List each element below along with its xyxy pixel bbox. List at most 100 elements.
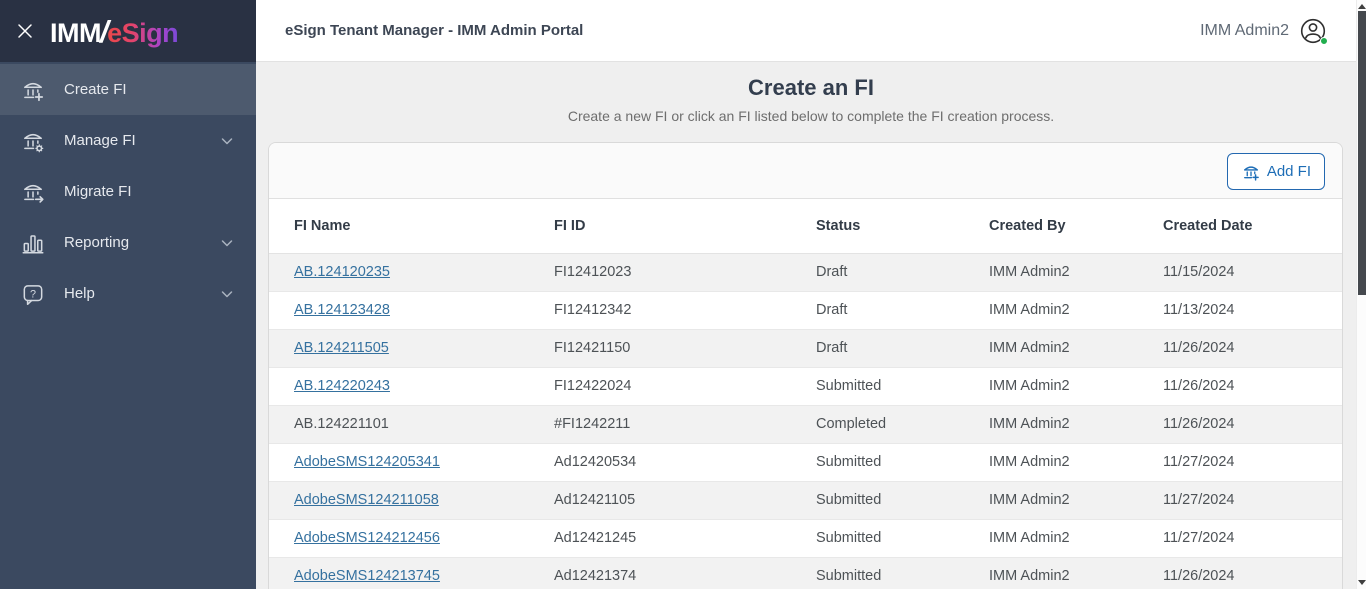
fi-name-link[interactable]: AdobeSMS124212456 [294,530,440,546]
fi-name-link[interactable]: AdobeSMS124211058 [294,492,439,508]
table-cell: Submitted [816,519,989,558]
fi-name-link[interactable]: AdobeSMS124205341 [294,454,440,470]
sidebar-item-label: Migrate FI [64,183,132,200]
help-bubble-icon: ? [20,281,46,307]
sidebar-item-help[interactable]: ? Help [0,268,256,319]
fi-name-link[interactable]: AB.124220243 [294,378,390,394]
brand-logo-imm: IMM [50,17,101,48]
brand-logo-esign: eSign [107,17,179,48]
created-date: 11/27/2024 [1163,530,1235,546]
user-name: IMM Admin2 [1200,21,1289,39]
online-status-dot [1320,36,1328,45]
table-cell: IMM Admin2 [989,405,1163,444]
table-cell: IMM Admin2 [989,443,1163,482]
sidebar-item-manage-fi[interactable]: Manage FI [0,115,256,166]
add-fi-button-label: Add FI [1266,163,1311,180]
svg-text:?: ? [30,288,36,300]
status: Submitted [816,530,882,546]
sidebar-item-create-fi[interactable]: Create FI [0,64,256,115]
table-cell: 11/26/2024 [1163,405,1342,444]
table-cell: Ad12421374 [554,557,816,589]
bar-chart-icon [20,230,46,256]
created-date: 11/26/2024 [1163,340,1235,356]
avatar[interactable] [1298,16,1328,46]
table-cell: IMM Admin2 [989,519,1163,558]
table-cell: 11/26/2024 [1163,367,1342,406]
card-toolbar: Add FI [269,143,1342,199]
column-header-status: Status [816,199,989,254]
table-cell: Ad12420534 [554,443,816,482]
top-header: eSign Tenant Manager - IMM Admin Portal … [256,0,1366,62]
table-row: AdobeSMS124213745 Ad12421374 Submitted IMM … [269,557,1342,589]
created-by: IMM Admin2 [989,454,1070,470]
created-date: 11/13/2024 [1163,302,1235,318]
table-cell: FI12412342 [554,291,816,330]
table-cell: IMM Admin2 [989,557,1163,589]
fi-id: #FI1242211 [554,416,631,432]
created-by: IMM Admin2 [989,416,1070,432]
status: Completed [816,416,887,432]
scrollbar-thumb[interactable] [1358,11,1366,295]
table-row: AdobeSMS124212456 Ad12421245 Submitted IMM … [269,519,1342,558]
column-header-fi-id: FI ID [554,199,816,254]
table-cell: 11/26/2024 [1163,329,1342,368]
status: Draft [816,264,848,280]
fi-name-link[interactable]: AdobeSMS124213745 [294,568,440,584]
fi-id: FI12422024 [554,378,632,394]
chevron-down-icon [218,285,236,303]
fi-id: FI12421150 [554,340,631,356]
table-cell: #FI1242211 [554,405,816,444]
sidebar-item-reporting[interactable]: Reporting [0,217,256,268]
status: Submitted [816,454,882,470]
table-cell: IMM Admin2 [989,367,1163,406]
table-cell: 11/13/2024 [1163,291,1342,330]
table-cell: FI12421150 [554,329,816,368]
scrollbar-up-arrow-icon[interactable] [1357,4,1366,9]
table-cell: Ad12421245 [554,519,816,558]
created-date: 11/15/2024 [1163,264,1235,280]
vertical-scrollbar[interactable] [1356,0,1366,589]
fi-id: Ad12421245 [554,530,637,546]
chevron-down-icon [218,132,236,150]
sidebar-item-migrate-fi[interactable]: Migrate FI [0,166,256,217]
fi-name-link[interactable]: AB.124123428 [294,302,390,318]
table-header-row: FI Name FI ID Status Created By Created … [269,199,1342,254]
table-row: AB.124123428 FI12412342 Draft IMM Admin2 11/… [269,291,1342,330]
table-cell: AdobeSMS124212456 [269,519,554,558]
column-header-created-by: Created By [989,199,1163,254]
scrollbar-down-arrow-icon[interactable] [1357,580,1366,585]
bank-plus-icon [20,77,46,103]
sidebar-logo-area: IMM/eSign [0,0,256,62]
close-icon[interactable] [16,22,34,40]
table-cell: IMM Admin2 [989,291,1163,330]
table-cell: AdobeSMS124211058 [269,481,554,520]
table-row: AdobeSMS124211058 Ad12421105 Submitted IMM … [269,481,1342,520]
table-cell: Submitted [816,557,989,589]
fi-id: Ad12420534 [554,454,637,470]
sidebar-item-label: Reporting [64,234,130,251]
created-date: 11/27/2024 [1163,454,1235,470]
table-cell: AdobeSMS124213745 [269,557,554,589]
table-cell: 11/15/2024 [1163,253,1342,292]
app-title: eSign Tenant Manager - IMM Admin Portal [285,22,584,39]
table-row: AB.124221101 #FI1242211 Completed IMM Admin… [269,405,1342,444]
fi-name-link[interactable]: AB.124211505 [294,340,389,356]
fi-id: Ad12421374 [554,568,637,584]
status: Submitted [816,568,882,584]
page-content: Create an FI Create a new FI or click an… [256,62,1366,589]
sidebar-nav: Create FI Manage FI [0,62,256,319]
status: Submitted [816,492,882,508]
created-by: IMM Admin2 [989,568,1070,584]
page-subtitle: Create a new FI or click an FI listed be… [567,108,1055,124]
created-date: 11/26/2024 [1163,416,1235,432]
created-date: 11/27/2024 [1163,492,1235,508]
chevron-down-icon [218,234,236,252]
fi-name-link[interactable]: AB.124120235 [294,264,390,280]
fi-name-text: AB.124221101 [294,416,389,432]
fi-table-head: FI Name FI ID Status Created By Created … [269,199,1342,254]
sidebar-item-label: Help [64,285,95,302]
table-cell: Submitted [816,367,989,406]
add-fi-button[interactable]: Add FI [1226,153,1325,190]
fi-id: Ad12421105 [554,492,636,508]
bank-arrow-icon [20,179,46,205]
